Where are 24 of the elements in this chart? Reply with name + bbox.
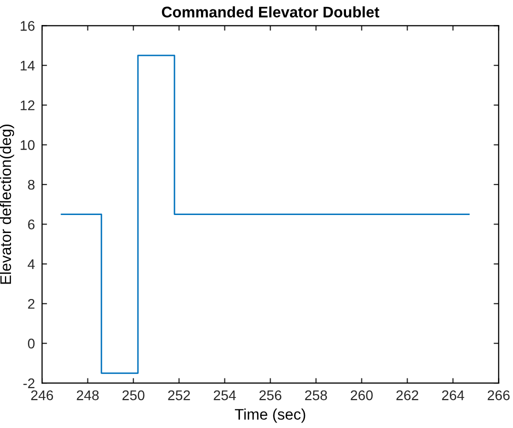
x-axis-title: Time (sec) xyxy=(234,408,306,423)
x-tick-label: 250 xyxy=(122,390,144,400)
y-tick-label: 0 xyxy=(28,338,35,349)
x-tick-label: 264 xyxy=(442,390,464,400)
y-tick-label: 12 xyxy=(20,100,34,110)
x-tick-label: 262 xyxy=(396,390,418,400)
x-tick-label: 260 xyxy=(350,390,373,400)
y-tick-label: 6 xyxy=(28,220,35,230)
y-tick-label: 8 xyxy=(28,180,35,190)
y-tick-label: 14 xyxy=(20,60,35,70)
y-tick-label: -2 xyxy=(23,378,34,388)
y-axis-title: Elevator deflection(deg) xyxy=(0,124,14,284)
x-tick-label: 248 xyxy=(76,390,99,400)
x-tick-label: 266 xyxy=(488,390,510,400)
x-tick-label: 258 xyxy=(305,390,327,400)
x-tick-label: 254 xyxy=(214,390,236,400)
y-tick-label: 10 xyxy=(20,140,35,150)
x-tick-label: 252 xyxy=(168,390,190,400)
y-tick-label: 16 xyxy=(20,21,35,31)
x-tick-label: 246 xyxy=(31,390,54,400)
chart-title: Commanded Elevator Doublet xyxy=(162,6,380,18)
y-tick-label: 2 xyxy=(28,298,34,309)
x-tick-label: 256 xyxy=(259,390,282,400)
y-tick-label: 4 xyxy=(28,259,35,269)
